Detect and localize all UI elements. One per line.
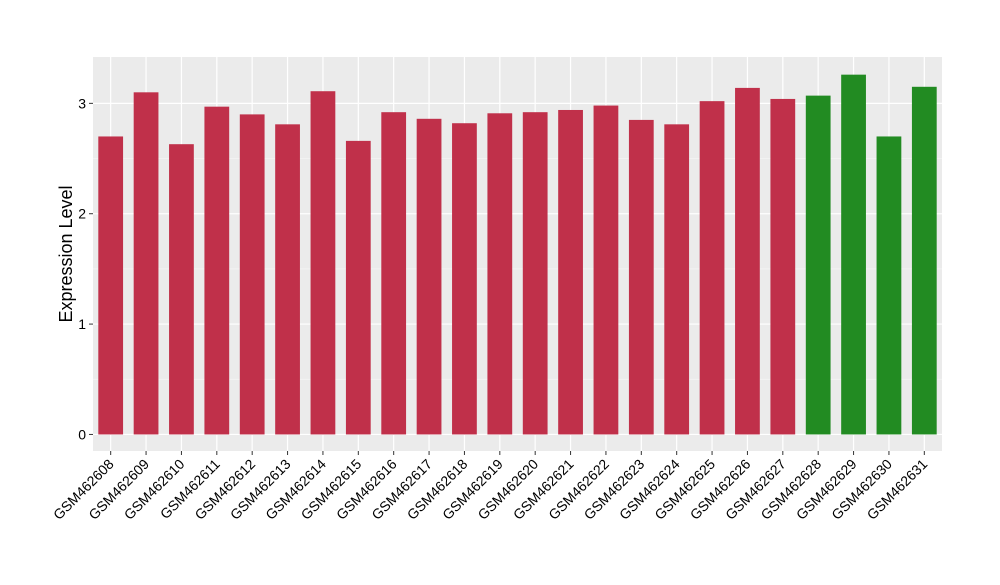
bar xyxy=(487,113,513,435)
bar xyxy=(699,101,725,435)
x-axis: GSM462608GSM462609GSM462610GSM462611GSM4… xyxy=(50,451,931,523)
bar xyxy=(522,112,548,435)
bars xyxy=(98,74,937,435)
bar xyxy=(593,105,619,435)
bar xyxy=(98,136,124,435)
bar xyxy=(275,124,300,435)
bar xyxy=(876,136,902,435)
bar xyxy=(416,118,442,435)
y-axis-title: Expression Level xyxy=(56,185,76,322)
y-tick-label: 0 xyxy=(78,426,86,442)
bar xyxy=(735,87,760,435)
bar xyxy=(911,86,937,435)
bar xyxy=(664,124,690,435)
bar xyxy=(805,95,831,435)
bar xyxy=(770,98,796,435)
bar xyxy=(310,91,336,435)
y-tick-label: 3 xyxy=(78,95,86,111)
y-axis: 0 1 2 3 xyxy=(78,95,93,442)
bar xyxy=(239,114,265,435)
y-tick-label: 2 xyxy=(78,206,86,222)
y-tick-label: 1 xyxy=(78,316,86,332)
bar xyxy=(628,119,654,435)
bar xyxy=(169,144,194,435)
plot-panel xyxy=(93,57,942,451)
bar xyxy=(381,112,407,435)
bar xyxy=(841,74,866,435)
bar xyxy=(133,92,159,435)
bar xyxy=(452,123,477,435)
bar xyxy=(558,109,583,435)
bar xyxy=(345,140,371,435)
bar xyxy=(204,106,230,435)
